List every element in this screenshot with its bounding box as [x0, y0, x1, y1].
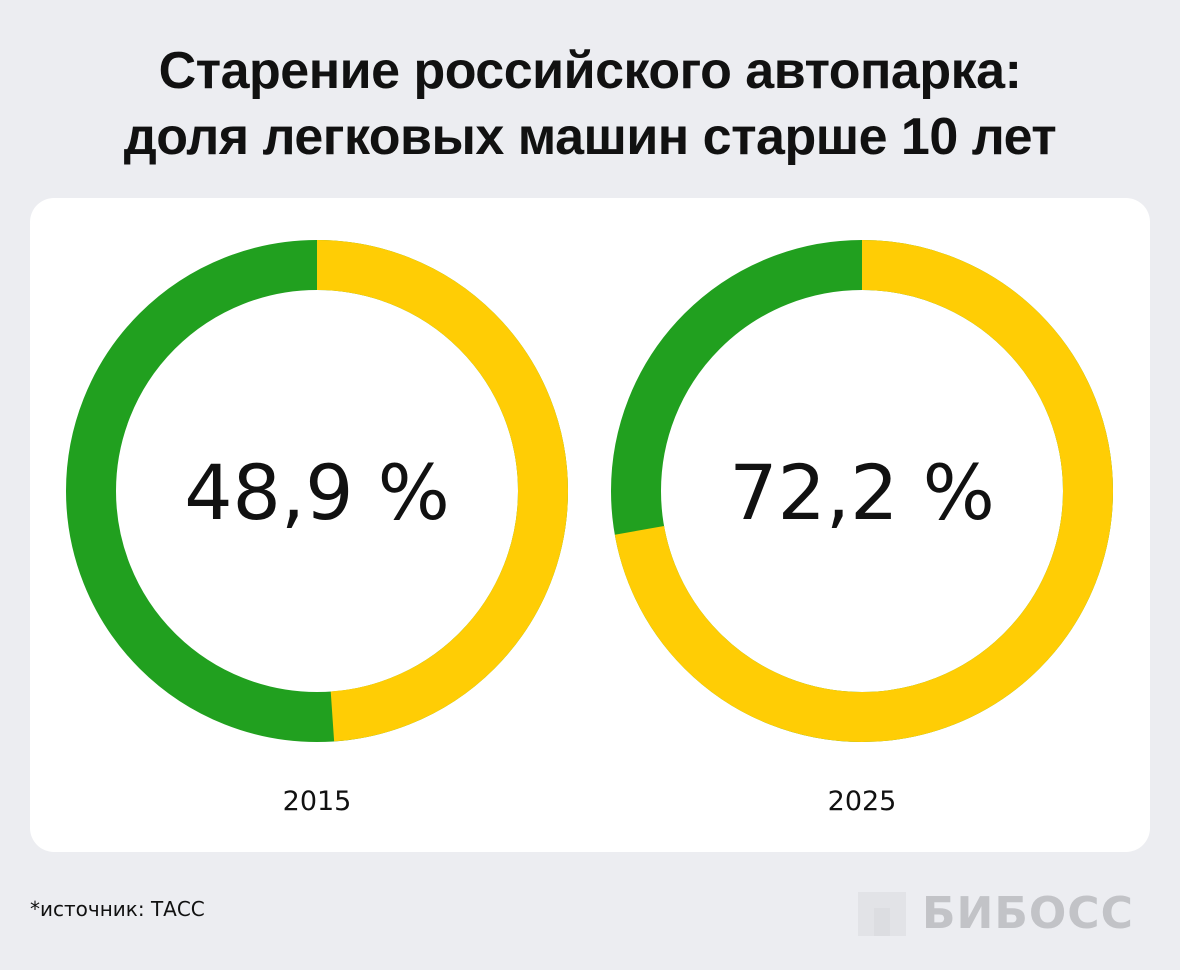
- data-label-2015: 48,9 %: [184, 448, 450, 537]
- donut-value-2025: [611, 240, 1113, 742]
- source-footnote: *источник: ТАСС: [30, 897, 205, 921]
- category-label-2025: 2025: [828, 786, 897, 817]
- title-line-1: Старение российского автопарка:: [158, 42, 1022, 100]
- donut-value-2015: [66, 240, 568, 742]
- logo: БИБОСС: [858, 888, 1134, 939]
- chart-title: Старение российского автопарка: доля лег…: [0, 38, 1180, 170]
- logo-text: БИБОСС: [922, 888, 1134, 939]
- data-label-2025: 72,2 %: [729, 448, 995, 537]
- title-line-2: доля легковых машин старше 10 лет: [123, 108, 1057, 166]
- category-label-2015: 2015: [283, 786, 352, 817]
- logo-mark: [858, 891, 906, 936]
